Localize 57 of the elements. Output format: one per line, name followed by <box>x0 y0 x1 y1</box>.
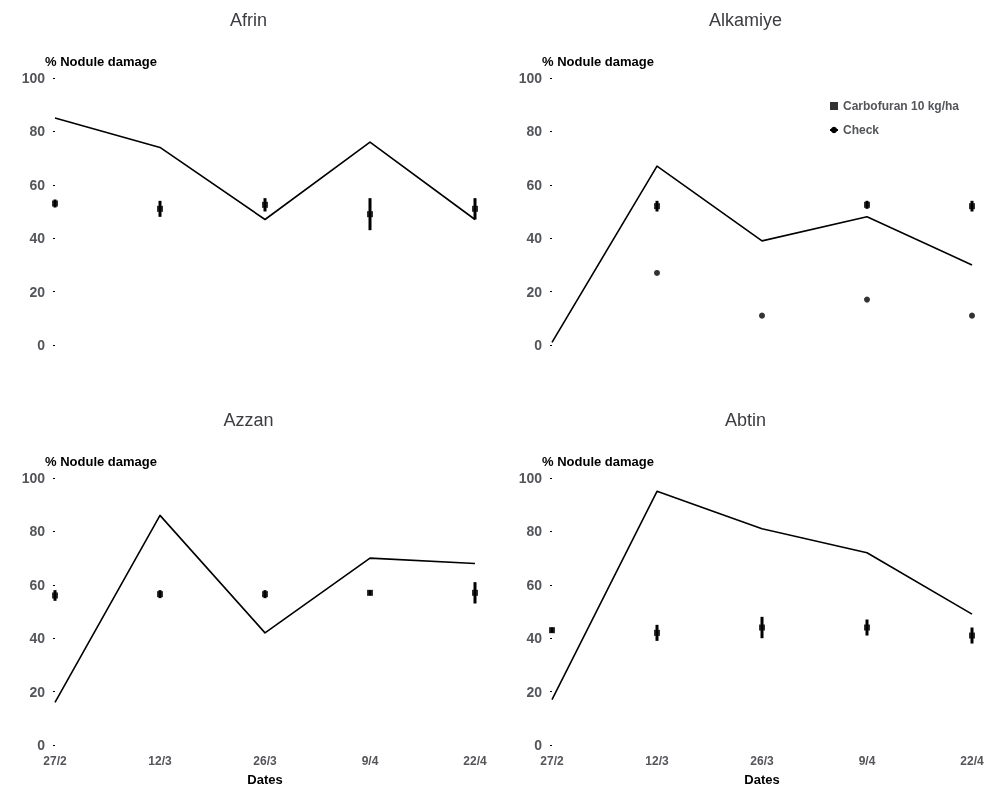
line-series <box>551 165 973 344</box>
point <box>969 312 975 319</box>
x-tick-label: 26/3 <box>253 754 277 768</box>
y-tick-label: 80 <box>526 123 543 140</box>
y-tick-label: 40 <box>29 230 46 247</box>
y-tick-label: 20 <box>526 283 543 300</box>
y-tick-label: 80 <box>29 123 46 140</box>
x-tick-label: 22/4 <box>463 754 487 768</box>
x-tick-label: 9/4 <box>361 754 379 768</box>
y-axis-title: % Nodule damage <box>45 454 157 469</box>
legend-label: Carbofuran 10 kg/ha <box>842 99 960 113</box>
y-tick-label: 0 <box>534 737 543 753</box>
point <box>759 312 765 319</box>
chart-title: Alkamiye <box>708 10 783 30</box>
x-tick-label: 9/4 <box>858 754 876 768</box>
y-tick-label: 60 <box>29 576 46 593</box>
y-axis-title: % Nodule damage <box>542 454 654 469</box>
chart-title: Azzan <box>223 410 274 430</box>
y-tick-label: 80 <box>29 523 46 540</box>
y-axis-title: % Nodule damage <box>542 54 654 69</box>
point <box>759 624 765 631</box>
y-tick-label: 0 <box>37 737 46 753</box>
point <box>654 269 660 276</box>
y-tick-label: 100 <box>518 70 543 86</box>
point <box>864 624 870 631</box>
y-tick-label: 80 <box>526 523 543 540</box>
x-tick-label: 26/3 <box>750 754 774 768</box>
y-tick-label: 100 <box>518 470 543 486</box>
y-tick-label: 60 <box>29 176 46 193</box>
point <box>654 629 660 636</box>
y-tick-label: 20 <box>526 683 543 700</box>
y-tick-label: 0 <box>534 337 543 353</box>
y-tick-label: 0 <box>37 337 46 353</box>
y-tick-label: 40 <box>29 630 46 647</box>
y-tick-label: 60 <box>526 576 543 593</box>
x-axis-title: Dates <box>744 772 780 787</box>
chart-title: Abtin <box>724 410 767 430</box>
y-tick-label: 60 <box>526 176 543 193</box>
y-tick-label: 40 <box>526 630 543 647</box>
point <box>864 296 870 303</box>
y-tick-label: 100 <box>21 70 46 86</box>
x-tick-label: 27/2 <box>43 754 67 768</box>
chart-title: Afrin <box>229 10 268 30</box>
x-tick-label: 12/3 <box>148 754 172 768</box>
y-tick-label: 40 <box>526 230 543 247</box>
y-axis-title: % Nodule damage <box>45 54 157 69</box>
line-series <box>54 514 476 704</box>
y-tick-label: 20 <box>29 283 46 300</box>
x-tick-label: 22/4 <box>960 754 984 768</box>
x-axis-title: Dates <box>247 772 283 787</box>
legend-label: Check <box>842 123 880 137</box>
y-tick-label: 100 <box>21 470 46 486</box>
point <box>969 632 975 639</box>
x-tick-label: 12/3 <box>645 754 669 768</box>
y-tick-label: 20 <box>29 683 46 700</box>
x-tick-label: 27/2 <box>540 754 564 768</box>
line-series <box>551 490 973 701</box>
